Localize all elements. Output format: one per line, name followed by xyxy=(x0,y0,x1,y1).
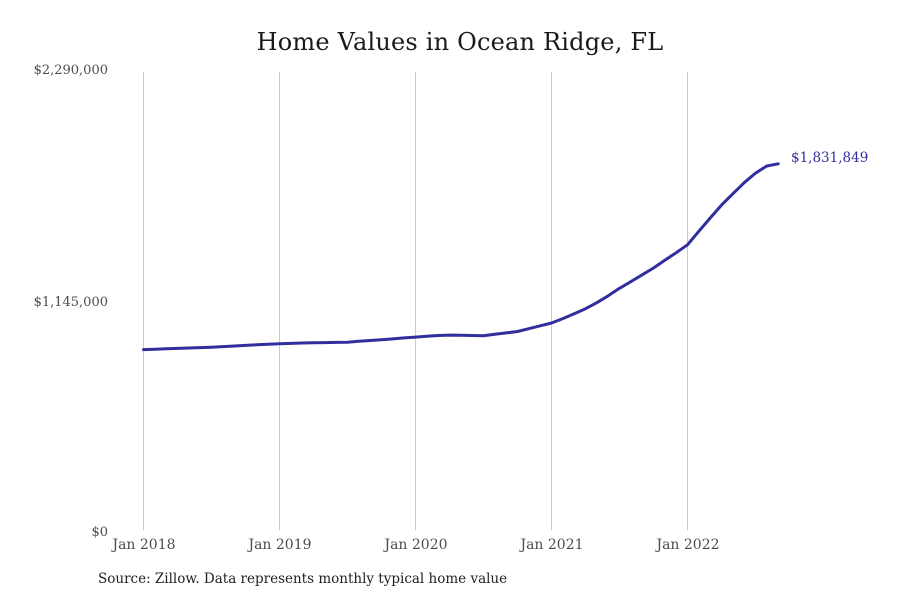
x-axis-tick-jan2018: Jan 2018 xyxy=(112,537,176,553)
y-axis-tick-max: $2,290,000 xyxy=(33,63,108,78)
x-axis-tick-jan2022: Jan 2022 xyxy=(656,537,720,553)
end-value-label: $1,831,849 xyxy=(791,150,869,166)
vertical-gridlines xyxy=(143,71,688,530)
x-axis-tick-jan2021: Jan 2021 xyxy=(520,537,584,553)
y-axis-tick-mid: $1,145,000 xyxy=(33,295,108,310)
x-axis-tick-jan2020: Jan 2020 xyxy=(384,537,448,553)
chart-title: Home Values in Ocean Ridge, FL xyxy=(256,28,664,56)
home-value-line xyxy=(142,162,780,352)
source-note: Source: Zillow. Data represents monthly … xyxy=(98,571,508,587)
x-axis-tick-jan2019: Jan 2019 xyxy=(248,537,312,553)
y-axis-tick-zero: $0 xyxy=(91,525,108,540)
